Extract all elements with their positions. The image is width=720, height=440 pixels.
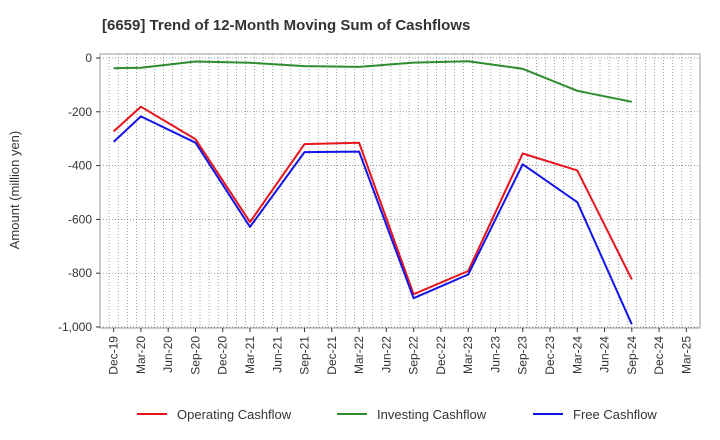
x-tick-label: Sep-20 — [188, 336, 202, 375]
x-tick-label: Dec-20 — [216, 336, 230, 375]
grid-lines — [100, 54, 700, 328]
series-line-1 — [113, 60, 632, 103]
legend-label: Operating Cashflow — [177, 407, 292, 422]
x-tick-label: Sep-22 — [407, 336, 421, 375]
x-tick-label: Dec-21 — [325, 336, 339, 375]
x-tick-label: Jun-23 — [488, 336, 502, 373]
x-tick-label: Mar-25 — [679, 336, 693, 374]
x-tick-label: Jun-20 — [161, 336, 175, 373]
x-tick-label: Mar-24 — [570, 336, 584, 374]
x-axis-ticks: Dec-19 Mar-20 Jun-20 Sep-20 Dec-20 Mar-21 Jun-… — [107, 328, 693, 375]
legend: Operating Cashflow Investing Cashflow Free… — [137, 407, 657, 422]
y-axis-label: Amount (million yen) — [7, 131, 22, 250]
y-tick-label: -1,000 — [58, 320, 92, 334]
series-line-0 — [112, 105, 633, 296]
x-tick-label: Jun-21 — [270, 336, 284, 373]
x-tick-label: Mar-22 — [352, 336, 366, 374]
x-tick-label: Jun-24 — [598, 336, 612, 373]
x-tick-label: Dec-24 — [652, 336, 666, 375]
x-tick-label: Sep-21 — [298, 336, 312, 375]
series-line-2 — [112, 115, 633, 325]
legend-label: Free Cashflow — [573, 407, 657, 422]
series-lines — [112, 60, 633, 325]
legend-label: Investing Cashflow — [377, 407, 487, 422]
plot-area — [99, 53, 701, 329]
x-tick-label: Mar-20 — [134, 336, 148, 374]
y-axis-ticks: 0 -200 -400 -600 -800 -1,000 — [58, 51, 100, 334]
y-tick-label: 0 — [85, 51, 92, 65]
y-tick-label: -600 — [68, 212, 92, 226]
y-tick-label: -800 — [68, 266, 92, 280]
x-tick-label: Sep-23 — [516, 336, 530, 375]
x-tick-label: Dec-23 — [543, 336, 557, 375]
y-tick-label: -400 — [68, 159, 92, 173]
x-tick-label: Mar-21 — [243, 336, 257, 374]
x-tick-label: Dec-22 — [434, 336, 448, 375]
chart-title: [6659] Trend of 12-Month Moving Sum of C… — [102, 17, 470, 34]
x-tick-label: Sep-24 — [625, 336, 639, 375]
x-tick-label: Mar-23 — [461, 336, 475, 374]
y-tick-label: -200 — [68, 105, 92, 119]
x-tick-label: Dec-19 — [107, 336, 121, 375]
x-tick-label: Jun-22 — [379, 336, 393, 373]
